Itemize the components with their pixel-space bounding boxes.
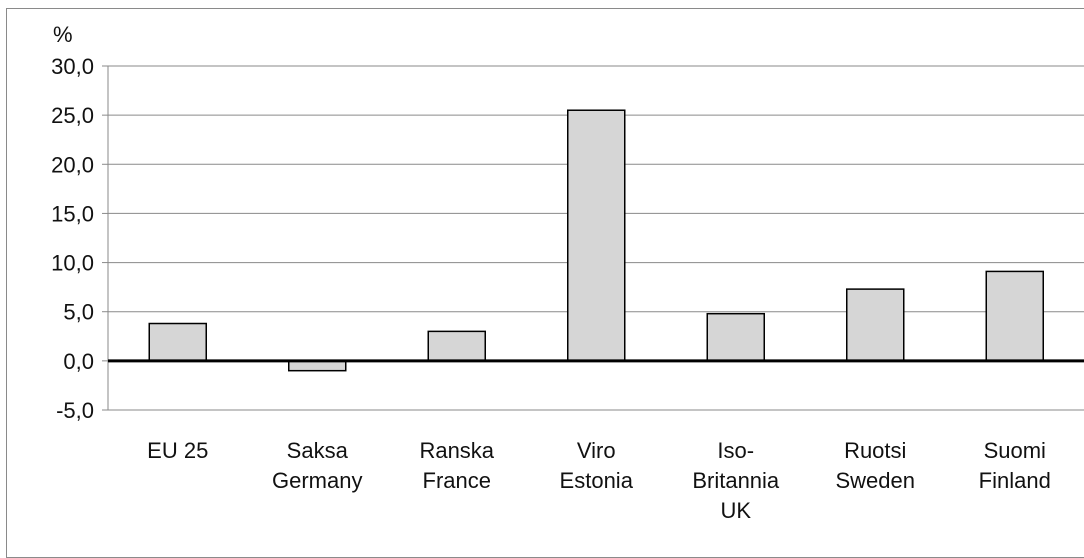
y-tick-label: 15,0 — [51, 201, 94, 226]
x-category-label: Ruotsi Sweden — [835, 438, 915, 493]
x-category-label: Viro Estonia — [560, 438, 634, 493]
y-tick-label: 30,0 — [51, 54, 94, 79]
bar — [567, 109, 626, 362]
y-axis-unit-label: % — [53, 22, 73, 47]
y-tick-label: -5,0 — [56, 398, 94, 423]
x-category-label: Saksa Germany — [272, 438, 362, 493]
y-tick-label: 10,0 — [51, 251, 94, 276]
y-tick-label: 25,0 — [51, 103, 94, 128]
axes — [102, 65, 1084, 411]
y-tick-label: 20,0 — [51, 152, 94, 177]
x-axis-category-labels: EU 25 Saksa Germany Ranska France Viro Estonia… — [147, 438, 1051, 523]
y-axis-tick-labels: -5,0 0,0 5,0 10,0 15,0 20,0 25,0 30,0 — [51, 54, 94, 423]
x-category-label: Iso-Britannia UK — [692, 438, 780, 523]
y-tick-label: 5,0 — [63, 300, 94, 325]
bar — [706, 312, 765, 362]
bar — [427, 330, 486, 362]
x-category-label: Suomi Finland — [979, 438, 1051, 493]
chart-frame — [6, 8, 1084, 558]
x-category-label: Ranska France — [419, 438, 494, 493]
bars — [148, 109, 1044, 372]
bar — [846, 288, 905, 362]
y-tick-label: 0,0 — [63, 349, 94, 374]
bar — [985, 270, 1044, 362]
bar — [148, 322, 207, 362]
x-category-label: EU 25 — [147, 438, 208, 463]
